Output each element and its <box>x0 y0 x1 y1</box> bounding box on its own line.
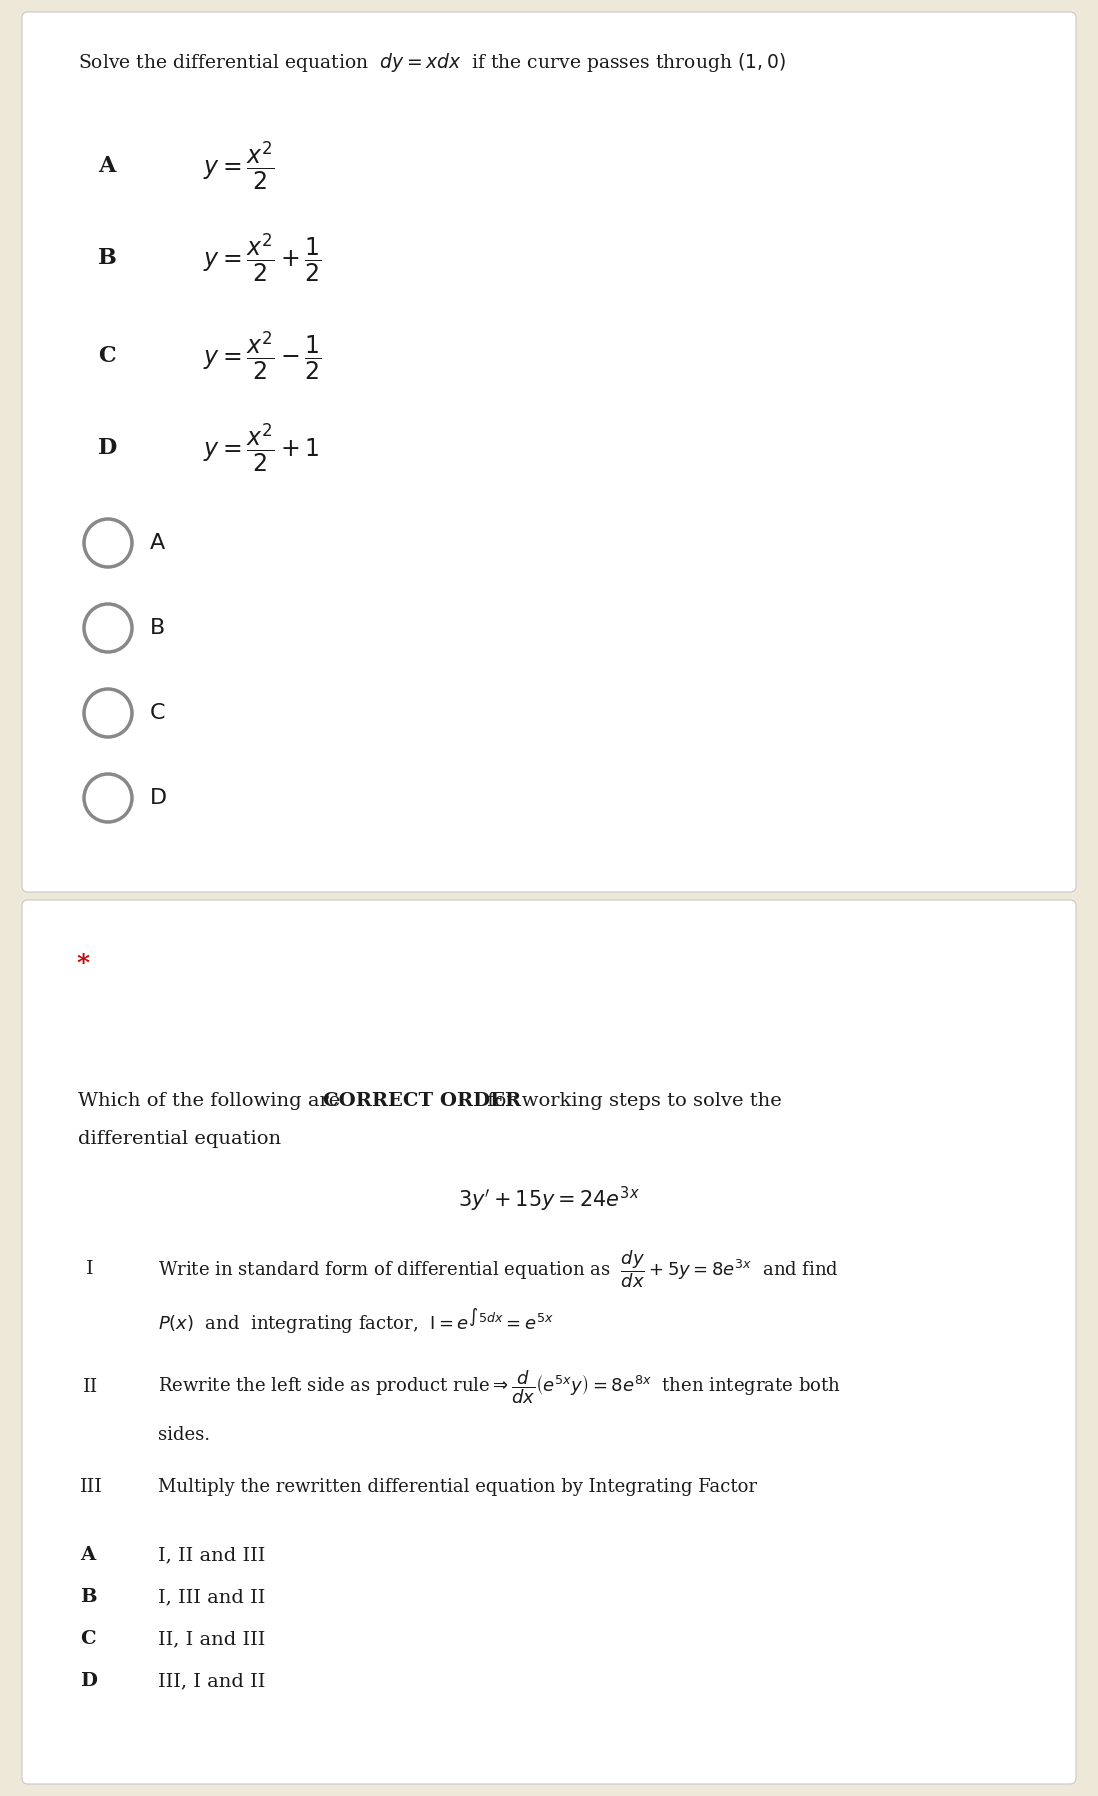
Text: D: D <box>80 1672 97 1690</box>
Text: A: A <box>80 1546 96 1564</box>
Text: A: A <box>150 533 166 553</box>
Text: C: C <box>80 1631 96 1649</box>
Text: Solve the differential equation  $dy = xdx$  if the curve passes through $(1,0)$: Solve the differential equation $dy = xd… <box>78 52 786 74</box>
Text: B: B <box>150 618 166 638</box>
Text: Which of the following are: Which of the following are <box>78 1092 347 1110</box>
Text: D: D <box>150 788 167 808</box>
Text: B: B <box>98 248 116 269</box>
Text: $y = \dfrac{x^2}{2} - \dfrac{1}{2}$: $y = \dfrac{x^2}{2} - \dfrac{1}{2}$ <box>203 330 322 383</box>
Text: D: D <box>98 436 117 460</box>
Text: differential equation: differential equation <box>78 1130 281 1148</box>
Text: A: A <box>98 154 115 178</box>
Text: C: C <box>98 345 115 366</box>
Text: $P(x)$  and  integrating factor,  $\mathrm{I} = e^{\int 5dx} = e^{5x}$: $P(x)$ and integrating factor, $\mathrm{… <box>158 1306 553 1336</box>
FancyBboxPatch shape <box>22 900 1076 1783</box>
Text: II, I and III: II, I and III <box>158 1631 266 1649</box>
FancyBboxPatch shape <box>22 13 1076 893</box>
Text: III, I and II: III, I and II <box>158 1672 266 1690</box>
Text: Rewrite the left side as product rule$\Rightarrow\dfrac{d}{dx}\left(e^{5x}y\righ: Rewrite the left side as product rule$\R… <box>158 1369 841 1406</box>
Text: I, III and II: I, III and II <box>158 1588 266 1606</box>
Text: sides.: sides. <box>158 1426 210 1444</box>
Text: III: III <box>80 1478 103 1496</box>
Text: $3y' +15y = 24e^{3x}$: $3y' +15y = 24e^{3x}$ <box>458 1184 640 1214</box>
Text: I: I <box>86 1261 93 1279</box>
Text: *: * <box>76 952 89 975</box>
Text: B: B <box>80 1588 97 1606</box>
Text: $y = \dfrac{x^2}{2}$: $y = \dfrac{x^2}{2}$ <box>203 140 274 192</box>
Text: Write in standard form of differential equation as  $\dfrac{dy}{dx} +5y = 8e^{3x: Write in standard form of differential e… <box>158 1248 839 1290</box>
Text: I, II and III: I, II and III <box>158 1546 266 1564</box>
Text: CORRECT ORDER: CORRECT ORDER <box>323 1092 522 1110</box>
Text: Multiply the rewritten differential equation by Integrating Factor: Multiply the rewritten differential equa… <box>158 1478 757 1496</box>
Text: II: II <box>83 1378 98 1395</box>
Text: C: C <box>150 702 166 724</box>
Text: for working steps to solve the: for working steps to solve the <box>481 1092 782 1110</box>
Text: $y = \dfrac{x^2}{2} + 1$: $y = \dfrac{x^2}{2} + 1$ <box>203 422 320 474</box>
Text: $y = \dfrac{x^2}{2} + \dfrac{1}{2}$: $y = \dfrac{x^2}{2} + \dfrac{1}{2}$ <box>203 232 322 284</box>
